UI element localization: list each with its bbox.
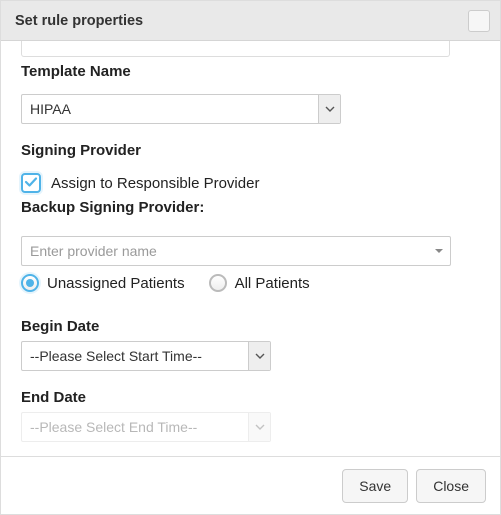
end-date-select[interactable]: --Please Select End Time--	[21, 412, 271, 442]
dialog-title: Set rule properties	[15, 13, 143, 29]
save-button-label: Save	[359, 478, 391, 494]
template-name-label: Template Name	[21, 63, 480, 80]
previous-field-bottom	[21, 41, 450, 57]
dialog-titlebar: Set rule properties	[1, 1, 500, 41]
assign-responsible-checkbox[interactable]	[21, 173, 41, 193]
chevron-down-icon	[318, 95, 340, 123]
signing-provider-label: Signing Provider	[21, 142, 480, 159]
rule-properties-dialog: Set rule properties Template Name HIPAA …	[0, 0, 501, 515]
check-icon	[24, 175, 38, 192]
close-button-label: Close	[433, 478, 469, 494]
end-date-value: --Please Select End Time--	[30, 419, 197, 435]
template-name-value: HIPAA	[30, 101, 71, 117]
close-button[interactable]: Close	[416, 469, 486, 503]
unassigned-patients-label: Unassigned Patients	[47, 275, 185, 292]
chevron-down-icon	[248, 413, 270, 441]
assign-responsible-row: Assign to Responsible Provider	[21, 173, 480, 193]
end-date-label: End Date	[21, 389, 480, 406]
dialog-scroll-area[interactable]: Template Name HIPAA Signing Provider Ass…	[1, 41, 500, 456]
backup-provider-label: Backup Signing Provider:	[21, 199, 480, 216]
patient-scope-group: Unassigned Patients All Patients	[21, 274, 480, 292]
chevron-down-icon	[248, 342, 270, 370]
begin-date-label: Begin Date	[21, 318, 480, 335]
dialog-footer: Save Close	[1, 456, 500, 514]
assign-responsible-label: Assign to Responsible Provider	[51, 175, 259, 192]
scroll-spacer	[21, 442, 480, 456]
save-button[interactable]: Save	[342, 469, 408, 503]
begin-date-select[interactable]: --Please Select Start Time--	[21, 341, 271, 371]
template-name-select[interactable]: HIPAA	[21, 94, 341, 124]
all-patients-label: All Patients	[235, 275, 310, 292]
all-patients-radio[interactable]	[209, 274, 227, 292]
dialog-body: Template Name HIPAA Signing Provider Ass…	[1, 41, 500, 456]
caret-down-icon	[434, 237, 444, 265]
begin-date-value: --Please Select Start Time--	[30, 348, 202, 364]
unassigned-patients-radio[interactable]	[21, 274, 39, 292]
backup-provider-input[interactable]: Enter provider name	[21, 236, 451, 266]
dialog-close-button[interactable]	[468, 10, 490, 32]
backup-provider-placeholder: Enter provider name	[30, 243, 157, 259]
